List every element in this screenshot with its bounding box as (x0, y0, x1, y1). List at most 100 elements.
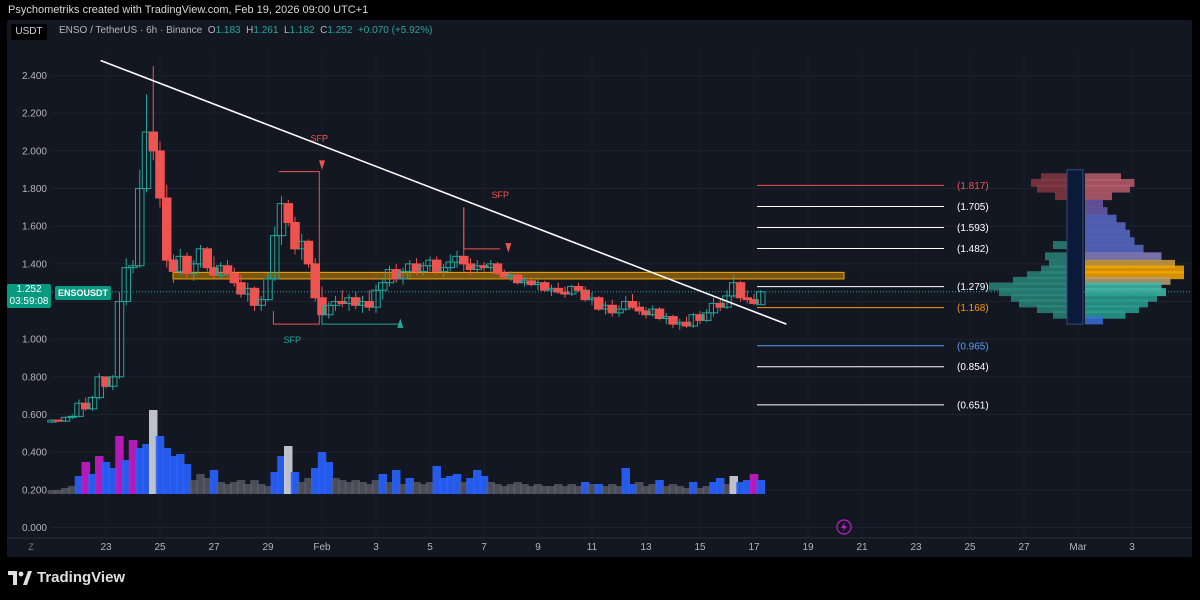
sfp-arrow-icon (319, 160, 325, 170)
candle-body (94, 376, 104, 399)
candle-body (580, 289, 590, 301)
volume-bar (729, 476, 738, 494)
volume-bar (338, 480, 347, 494)
volume-bar (128, 440, 138, 494)
volume-bar (608, 484, 617, 494)
volume-profile-axis (1066, 169, 1084, 325)
chart-panel[interactable]: (1.817) (1.705) (1.593) (1.482) (1.279) (1.16… (7, 20, 1192, 557)
fib-level-label: (1.482) (957, 244, 989, 255)
x-tick-label: Feb (313, 542, 331, 553)
volume-profile-bar (1085, 199, 1103, 208)
volume-bar (270, 472, 279, 494)
volume-bar (358, 482, 367, 494)
volume-profile-bar (1055, 192, 1067, 201)
x-tick-label: 3 (373, 542, 379, 553)
candle-body (735, 282, 746, 299)
volume-bar (47, 490, 57, 494)
x-tick-label: 15 (694, 542, 706, 553)
sfp-bracket-low (321, 305, 401, 325)
volume-bar (344, 482, 354, 494)
volume-bar (459, 482, 468, 494)
volume-bar (533, 484, 543, 494)
volume-bar (662, 486, 671, 494)
volume-profile-bar (1013, 276, 1067, 285)
volume-profile-bar (1053, 310, 1067, 319)
volume-bar (162, 448, 171, 494)
x-tick-label: 29 (262, 542, 274, 553)
volume-bar (425, 482, 435, 494)
legend-symbol: ENSO / TetherUS · 6h · Binance (59, 25, 203, 36)
volume-profile-bar (1053, 241, 1067, 250)
volume-bar (297, 482, 306, 494)
candle-body (465, 263, 476, 271)
volume-bar (621, 468, 630, 494)
candle-body (74, 402, 84, 417)
currency-selector-button[interactable]: USDT (11, 24, 47, 40)
candle-body (702, 312, 712, 321)
volume-bar (74, 476, 84, 494)
candle-body (742, 297, 752, 301)
legend-open-label: O (207, 25, 216, 36)
volume-profile-bar (1031, 178, 1067, 187)
volume-bar (749, 474, 759, 494)
volume-bar (695, 488, 705, 494)
volume-bar (635, 482, 644, 494)
volume-profile-bar (1085, 173, 1121, 182)
volume-bar (243, 484, 252, 494)
candle-body (411, 263, 422, 272)
volume-profile-bar (1085, 305, 1139, 314)
candle-body (168, 259, 179, 272)
y-tick-label: 2.400 (22, 71, 47, 82)
fib-level-label: (0.651) (957, 400, 989, 411)
volume-bar (317, 452, 327, 494)
y-tick-label: 1.800 (22, 184, 47, 195)
volume-bar (122, 460, 131, 494)
candle-body (614, 308, 624, 314)
y-tick-label: 0.800 (22, 372, 47, 383)
volume-profile-bar (1085, 288, 1166, 297)
candle-body (270, 235, 280, 280)
volume-bar (101, 462, 111, 494)
x-tick-label: 5 (427, 542, 433, 553)
x-tick-label: 25 (964, 542, 976, 553)
volume-profile-bar (1085, 259, 1175, 268)
volume-bar (324, 462, 333, 494)
candle-body (513, 274, 523, 284)
candle-body (681, 321, 692, 327)
descending-trendline[interactable] (100, 59, 787, 325)
volume-bar (682, 488, 691, 494)
candle-body (479, 265, 489, 269)
candle-body (222, 265, 233, 274)
candle-body (634, 306, 644, 312)
volume-bar (689, 482, 698, 494)
volume-bar (54, 490, 63, 494)
volume-profile-bar (1037, 184, 1067, 193)
legend-open: 1.183 (215, 25, 241, 36)
volume-bar (500, 486, 509, 494)
lightning-icon[interactable] (836, 519, 852, 535)
volume-profile-bar (1049, 259, 1067, 268)
x-tick-label: 11 (587, 542, 598, 553)
x-tick-label: 13 (640, 542, 652, 553)
volume-bar (648, 484, 657, 494)
volume-profile-bar (1085, 282, 1162, 291)
candle-body (135, 188, 145, 267)
volume-bar (169, 456, 178, 494)
volume-bar (304, 478, 313, 494)
volume-profile-bar (1037, 305, 1067, 314)
volume-bar (277, 456, 286, 494)
x-tick-label: 7 (481, 542, 487, 553)
tradingview-logo-icon (8, 570, 32, 585)
legend-low-label: L (283, 25, 290, 36)
auto-scale-button[interactable]: Z (28, 542, 34, 552)
legend-close-label: C (320, 25, 328, 36)
volume-profile-bar (1085, 178, 1135, 187)
volume-bar (581, 482, 590, 494)
fib-level-label: (0.965) (957, 341, 989, 352)
price-chart[interactable]: (1.817) (1.705) (1.593) (1.482) (1.279) (1.16… (7, 20, 1192, 557)
candle-body (594, 297, 604, 310)
candle-body (303, 240, 314, 265)
volume-bar (385, 482, 394, 494)
volume-bar (709, 482, 718, 494)
volume-bar (743, 480, 752, 494)
